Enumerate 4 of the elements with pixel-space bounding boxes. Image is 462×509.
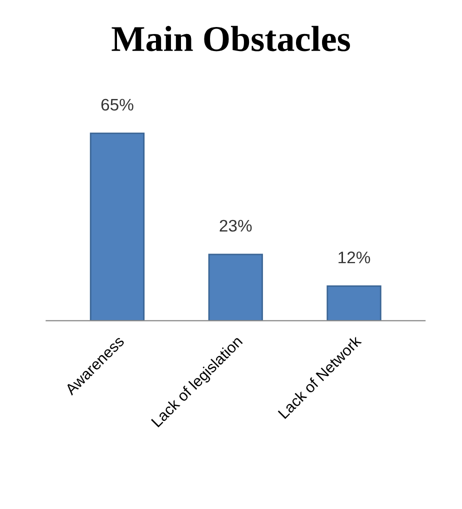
data-label: 23% (220, 220, 252, 232)
data-label: 12% (338, 252, 370, 264)
data-label: 65% (101, 98, 134, 111)
chart-title: Main Obstacles (112, 26, 350, 52)
